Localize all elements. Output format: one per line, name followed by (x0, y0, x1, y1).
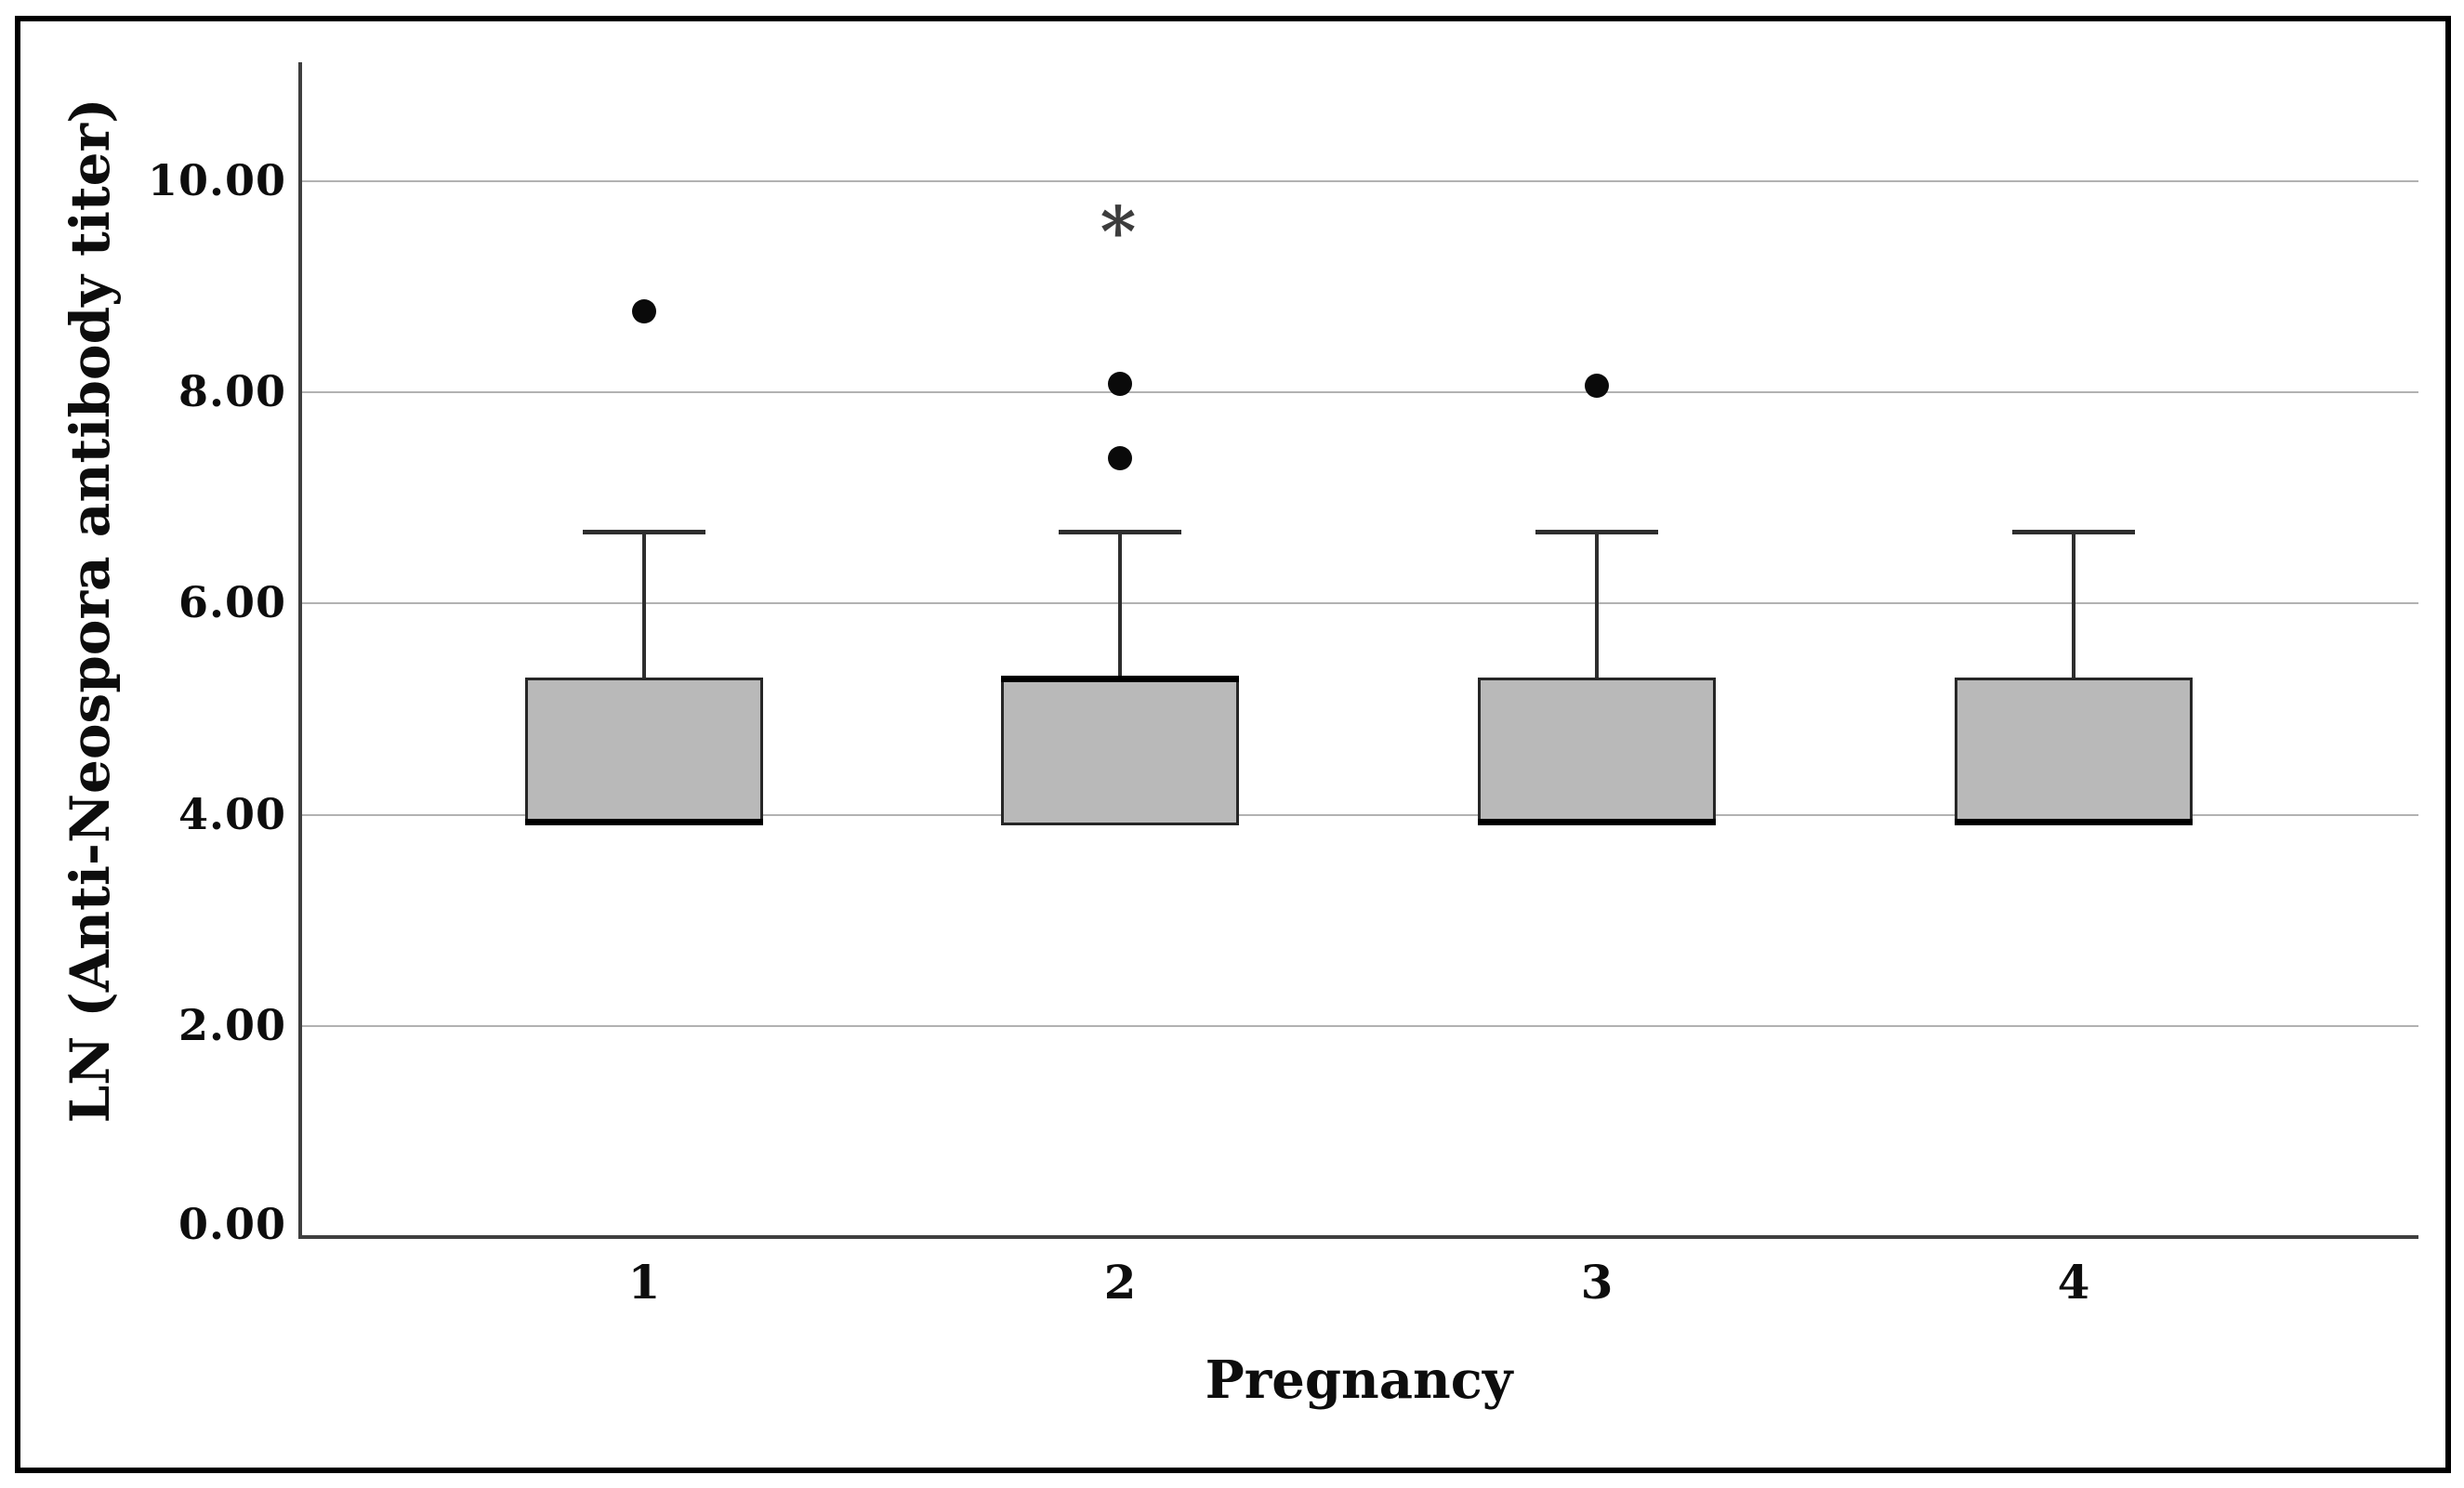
extreme-asterisk-2: * (1100, 191, 1137, 272)
box-3 (1478, 678, 1716, 825)
whisker-cap-2 (1059, 530, 1181, 534)
whisker-stem-2 (1118, 532, 1122, 678)
gridline-10 (300, 180, 2418, 182)
median-line-3 (1478, 819, 1716, 825)
whisker-stem-4 (2072, 532, 2075, 678)
y-tick-label-2: 2.00 (178, 1000, 286, 1050)
median-line-4 (1955, 819, 2193, 825)
median-line-2 (1001, 676, 1239, 682)
whisker-stem-3 (1595, 532, 1599, 678)
median-line-1 (525, 819, 763, 825)
box-1 (525, 678, 763, 825)
y-tick-label-10: 10.00 (147, 155, 286, 205)
outlier-dot-2a (1108, 372, 1132, 396)
whisker-cap-4 (2012, 530, 2135, 534)
x-tick-label-1: 1 (627, 1255, 661, 1310)
x-tick-label-2: 2 (1103, 1255, 1137, 1310)
box-4 (1955, 678, 2193, 825)
x-axis-line (298, 1235, 2418, 1239)
outlier-dot-2b (1108, 446, 1132, 470)
whisker-stem-1 (642, 532, 646, 678)
gridline-2 (300, 1025, 2418, 1027)
box-2 (1001, 678, 1239, 825)
y-tick-label-4: 4.00 (178, 789, 286, 839)
y-axis-line (298, 62, 302, 1239)
x-tick-label-3: 3 (1580, 1255, 1614, 1310)
whisker-cap-3 (1535, 530, 1658, 534)
y-axis-title: LN (Anti-Neospora antibody titer) (59, 98, 122, 1124)
gridline-8 (300, 391, 2418, 393)
x-axis-title: Pregnancy (1205, 1350, 1513, 1411)
gridline-6 (300, 602, 2418, 604)
y-tick-label-6: 6.00 (178, 577, 286, 627)
gridline-4 (300, 814, 2418, 816)
x-tick-label-4: 4 (2057, 1255, 2090, 1310)
y-tick-label-0: 0.00 (178, 1199, 286, 1249)
y-tick-label-8: 8.00 (178, 366, 286, 416)
outlier-dot-3a (1585, 374, 1609, 398)
whisker-cap-1 (583, 530, 705, 534)
outlier-dot-1a (632, 299, 656, 323)
